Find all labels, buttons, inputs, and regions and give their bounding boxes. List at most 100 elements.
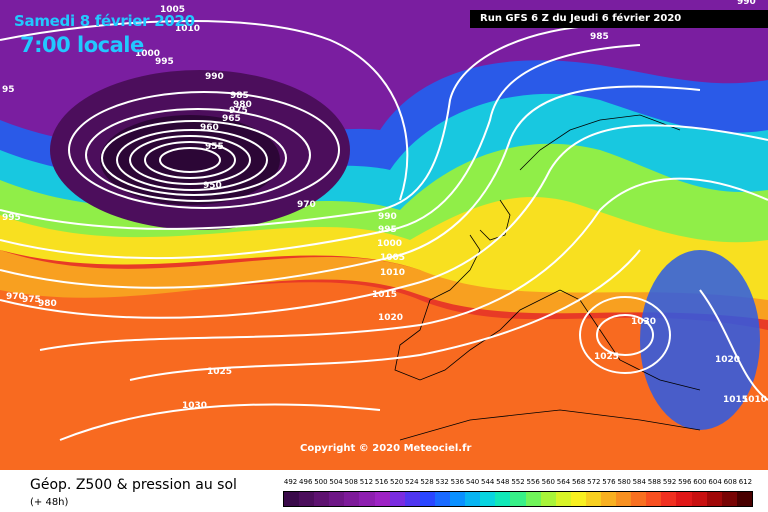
legend-footer: Géop. Z500 & pression au sol (+ 48h) 492… <box>0 470 768 512</box>
isobar <box>0 20 409 201</box>
scale-label: 568 <box>571 478 586 486</box>
scale-swatch <box>465 492 481 506</box>
coast-scandinavia <box>519 114 681 171</box>
run-info: Run GFS 6 Z du Jeudi 6 février 2020 <box>470 10 768 28</box>
coast-africa <box>399 409 701 441</box>
scale-labels: 492 496 500 504 508 512 516 520 524 528 532 536 540 5… <box>283 478 753 488</box>
scale-swatch <box>631 492 647 506</box>
pressure-label: 1005 <box>160 5 185 15</box>
scale-swatch <box>661 492 677 506</box>
pressure-label: 990 <box>378 212 397 222</box>
isobar <box>159 147 221 173</box>
scale-label: 596 <box>678 478 692 486</box>
scale-label: 560 <box>541 478 555 486</box>
pressure-label: 960 <box>200 123 219 133</box>
coast-west-europe <box>394 234 561 381</box>
scale-swatch <box>540 492 556 506</box>
pressure-labels: 1005 1010 1000 995 990 985 980 975 970 9… <box>2 0 767 411</box>
scale-swatch <box>404 492 420 506</box>
scale-swatch <box>344 492 360 506</box>
scale-swatch <box>706 492 722 506</box>
pressure-label: 1025 <box>207 367 232 377</box>
scale-label: 580 <box>617 478 631 486</box>
pressure-label: 1005 <box>380 253 405 263</box>
isobar <box>39 177 768 351</box>
scale-swatch <box>434 492 451 506</box>
pressure-label: 1010 <box>380 268 405 278</box>
scale-label: 576 <box>602 478 616 486</box>
scale-swatch <box>555 492 571 506</box>
pressure-label: 950 <box>203 181 222 191</box>
scale-label: 516 <box>374 478 389 486</box>
pressure-label: 1015 <box>723 395 748 405</box>
scale-swatch <box>284 492 300 506</box>
pressure-label: 1010 <box>175 24 200 34</box>
scale-swatch <box>299 492 315 506</box>
isobar <box>579 296 671 374</box>
isobar <box>116 129 268 191</box>
pressure-label: 995 <box>378 225 397 235</box>
scale-swatch <box>359 492 375 506</box>
scale-label: 592 <box>662 478 677 486</box>
scale-swatch <box>480 492 496 506</box>
pressure-label: 995 <box>2 213 21 223</box>
pressure-label: 1020 <box>715 355 740 365</box>
scale-label: 604 <box>708 478 722 486</box>
weather-map: 1005 1010 1000 995 990 985 980 975 970 9… <box>0 0 768 470</box>
isobar <box>699 289 768 401</box>
pressure-label: 965 <box>222 114 241 124</box>
pressure-label: 990 <box>737 0 756 7</box>
scale-label: 544 <box>480 478 495 486</box>
scale-label: 548 <box>496 478 510 486</box>
product-title: Géop. Z500 & pression au sol <box>30 477 237 493</box>
pressure-label: 975 <box>229 106 248 116</box>
scale-label: 500 <box>314 478 328 486</box>
pressure-label: 970 <box>297 200 316 210</box>
scale-label: 556 <box>526 478 540 486</box>
scale-label: 572 <box>587 478 601 486</box>
pressure-label: 1030 <box>182 401 207 411</box>
scale-swatch <box>570 492 586 506</box>
isobar <box>59 403 381 441</box>
isobar <box>0 85 701 289</box>
isobar <box>596 314 654 356</box>
scale-label: 612 <box>738 478 753 486</box>
map-canvas: 1005 1010 1000 995 990 985 980 975 970 9… <box>0 0 768 470</box>
scale-swatch <box>510 492 526 506</box>
z500-band-yellow <box>0 192 768 300</box>
scale-swatch <box>600 492 617 506</box>
scale-label: 504 <box>329 478 343 486</box>
pressure-label: 980 <box>233 100 252 110</box>
pressure-label: 1015 <box>372 290 397 300</box>
copyright: Copyright © 2020 Meteociel.fr <box>300 443 472 454</box>
isobar <box>144 141 236 179</box>
pressure-label: 1020 <box>378 313 403 323</box>
isobar <box>68 91 340 209</box>
scale-swatch <box>691 492 707 506</box>
scale-label: 520 <box>390 478 404 486</box>
scale-label: 600 <box>693 478 707 486</box>
pressure-label: 970 <box>6 292 25 302</box>
scale-swatch <box>495 492 511 506</box>
scale-label: 536 <box>450 478 465 486</box>
isobar <box>129 249 641 381</box>
isobar <box>101 120 287 196</box>
scale-swatch <box>676 492 692 506</box>
isobar <box>85 108 311 202</box>
scale-label: 496 <box>299 478 313 486</box>
scale-label: 540 <box>465 478 480 486</box>
lead-time: (+ 48h) <box>30 497 69 508</box>
scale-swatch <box>374 492 390 506</box>
scale-swatch <box>314 492 330 506</box>
scale-label: 564 <box>556 478 571 486</box>
pressure-label: 955 <box>205 142 224 152</box>
pressure-label: 95 <box>2 85 15 95</box>
isobar <box>0 44 641 260</box>
pressure-label: 1030 <box>631 317 656 327</box>
scale-swatch <box>329 492 345 506</box>
scale-swatch <box>389 492 405 506</box>
scale-label: 528 <box>420 478 434 486</box>
scale-swatch <box>525 492 541 506</box>
scale-label: 512 <box>359 478 374 486</box>
